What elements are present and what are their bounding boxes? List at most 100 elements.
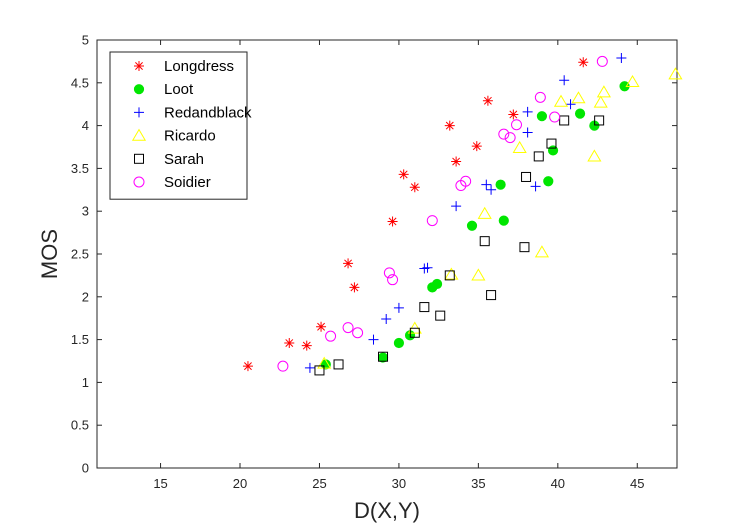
point-sarah [559, 115, 570, 126]
point-ricardo [553, 94, 569, 107]
point-longdress [451, 156, 462, 167]
point-sarah [546, 138, 557, 149]
point-longdress [578, 57, 589, 68]
point-ricardo [471, 268, 486, 281]
point-loot [498, 215, 509, 226]
x-tick-label: 45 [630, 476, 644, 491]
series-longdress [242, 57, 589, 372]
legend: Longdress Loot Redandblack Ricardo Sarah Soid… [109, 51, 252, 200]
point-redandblack [451, 201, 462, 212]
point-redandblack [368, 334, 379, 345]
point-soidier [596, 55, 608, 67]
point-soidier [325, 330, 337, 342]
legend-label: Sarah [164, 151, 204, 168]
point-sarah [479, 236, 490, 247]
point-redandblack [530, 181, 541, 192]
point-redandblack [486, 184, 497, 195]
series-redandblack [304, 52, 627, 373]
legend-box [109, 51, 248, 200]
point-ricardo [477, 206, 492, 219]
point-sarah [594, 115, 605, 126]
point-ricardo [534, 245, 550, 258]
legend-marker-redandblack [134, 107, 144, 118]
point-redandblack [393, 302, 404, 313]
y-tick-label: 2.5 [71, 247, 89, 262]
point-loot [536, 111, 548, 122]
legend-label: Ricardo [164, 128, 216, 145]
legend-label: Soidier [164, 174, 211, 191]
point-ricardo [571, 91, 586, 104]
point-soidier [534, 91, 546, 103]
point-loot [574, 108, 586, 119]
x-axis-title: D(X,Y) [354, 498, 420, 523]
point-longdress [482, 95, 493, 106]
legend-marker-soidier [133, 176, 145, 188]
point-redandblack [565, 99, 576, 110]
point-longdress [343, 258, 354, 269]
point-longdress [387, 216, 398, 227]
point-longdress [471, 141, 482, 152]
series-sarah [314, 115, 605, 376]
point-soidier [277, 360, 289, 372]
point-redandblack [481, 179, 492, 190]
legend-label: Loot [164, 81, 194, 98]
point-sarah [519, 242, 530, 253]
point-redandblack [616, 52, 627, 63]
y-tick-label: 1.5 [71, 332, 89, 347]
point-sarah [378, 351, 389, 362]
point-loot [393, 337, 405, 349]
point-redandblack [522, 127, 533, 138]
legend-entry-longdress: Longdress [134, 58, 234, 75]
point-redandblack [522, 106, 533, 117]
legend-marker-longdress [134, 61, 144, 71]
y-tick-label: 4 [82, 118, 89, 133]
point-soidier [460, 175, 472, 187]
point-redandblack [559, 75, 570, 86]
point-soidier [504, 132, 516, 144]
point-longdress [398, 169, 409, 180]
point-ricardo [512, 140, 527, 153]
x-tick-label: 35 [471, 476, 485, 491]
legend-entry-sarah: Sarah [134, 151, 204, 168]
point-soidier [387, 274, 399, 286]
legend-label: Redandblack [164, 104, 252, 121]
point-sarah [533, 151, 544, 162]
x-tick-label: 25 [312, 476, 326, 491]
point-redandblack [304, 362, 315, 373]
y-tick-label: 0.5 [71, 418, 89, 433]
point-loot [431, 278, 443, 290]
point-sarah [314, 365, 325, 376]
point-sarah [419, 302, 430, 313]
point-ricardo [625, 74, 640, 88]
point-sarah [435, 310, 446, 321]
legend-marker-loot [133, 84, 145, 95]
y-tick-label: 0 [82, 461, 89, 476]
legend-label: Longdress [164, 58, 234, 75]
legend-entry-loot: Loot [133, 81, 194, 98]
series-soidier [277, 55, 608, 372]
point-longdress [284, 338, 295, 349]
point-longdress [444, 120, 455, 131]
y-axis-title: MOS [37, 229, 62, 279]
point-sarah [444, 270, 455, 281]
point-loot [495, 179, 506, 190]
y-tick-label: 1 [82, 375, 89, 390]
point-soidier [549, 111, 561, 123]
data-points [242, 52, 683, 376]
point-longdress [242, 361, 253, 372]
point-ricardo [596, 85, 611, 98]
y-tick-label: 3.5 [71, 161, 89, 176]
x-tick-label: 30 [392, 476, 406, 491]
x-tick-label: 15 [153, 476, 167, 491]
point-soidier [383, 267, 395, 279]
point-soidier [352, 327, 364, 339]
point-longdress [508, 109, 519, 120]
point-soidier [511, 119, 523, 131]
point-longdress [409, 182, 420, 193]
x-tick-label: 40 [551, 476, 565, 491]
y-tick-label: 3 [82, 204, 89, 219]
y-tick-label: 4.5 [71, 75, 89, 90]
point-soidier [498, 128, 510, 140]
point-longdress [316, 321, 327, 332]
